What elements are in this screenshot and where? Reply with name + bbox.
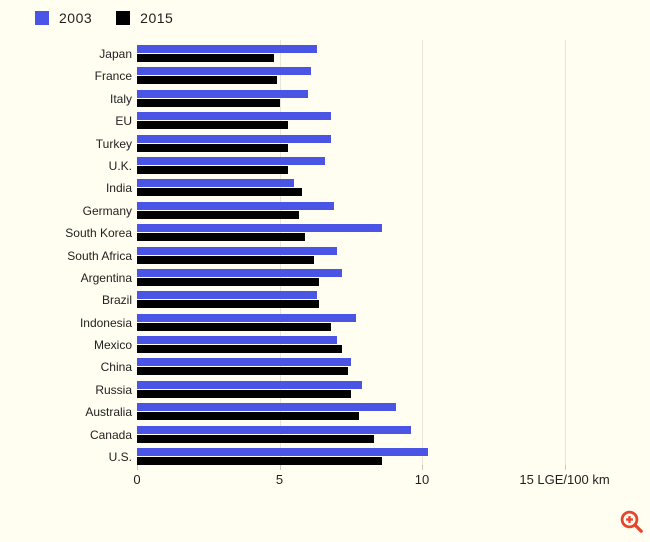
bar-2003-eu: [137, 112, 331, 121]
bar-2003-france: [137, 67, 311, 76]
category-label-russia: Russia: [95, 382, 132, 397]
bar-2003-china: [137, 358, 351, 367]
bar-2015-eu: [137, 121, 289, 130]
bar-2003-u-k-: [137, 156, 326, 165]
category-label-u-s-: U.S.: [108, 450, 132, 465]
bar-2003-russia: [137, 380, 363, 389]
category-label-mexico: Mexico: [93, 338, 132, 353]
x-axis-label-0: 0: [133, 472, 141, 487]
zoom-in-icon: [620, 510, 643, 533]
category-label-china: China: [100, 360, 132, 375]
bar-2003-india: [137, 179, 294, 188]
legend-swatch-2015: [116, 11, 131, 25]
gridline-15: [564, 40, 566, 465]
bar-2003-italy: [137, 89, 308, 98]
category-label-germany: Germany: [82, 203, 132, 218]
category-label-indonesia: Indonesia: [79, 315, 132, 330]
bar-2003-south-korea: [137, 224, 383, 233]
bar-2003-turkey: [137, 134, 331, 143]
category-label-u-k-: U.K.: [108, 158, 132, 173]
bar-2015-south-korea: [137, 233, 306, 242]
category-label-south-africa: South Africa: [67, 248, 132, 263]
bar-2015-germany: [137, 210, 300, 219]
bar-2015-india: [137, 188, 303, 197]
category-label-italy: Italy: [109, 91, 132, 106]
legend-item-2003: 2003: [35, 10, 92, 26]
bar-2015-south-africa: [137, 255, 314, 264]
bar-2003-canada: [137, 425, 411, 434]
bar-2015-u-k-: [137, 165, 289, 174]
category-label-eu: EU: [115, 114, 132, 129]
legend-swatch-2003: [35, 11, 49, 25]
bar-2003-germany: [137, 201, 334, 210]
legend: 2003 2015: [35, 10, 173, 26]
category-label-canada: Canada: [89, 427, 132, 442]
gridline-10: [422, 40, 423, 465]
bar-2003-south-africa: [137, 246, 337, 255]
bar-2015-china: [137, 367, 348, 376]
x-axis-label-5: 5: [275, 472, 284, 487]
category-label-france: France: [94, 69, 132, 84]
bar-2015-canada: [137, 434, 374, 443]
bar-2015-u-s-: [137, 457, 383, 466]
category-label-south-korea: South Korea: [65, 226, 132, 241]
legend-item-2015: 2015: [116, 10, 173, 26]
x-axis-tick-10: [422, 465, 423, 470]
category-label-australia: Australia: [85, 405, 132, 420]
category-label-turkey: Turkey: [95, 136, 132, 151]
bar-2003-japan: [137, 45, 317, 53]
bar-2003-brazil: [137, 291, 317, 300]
x-axis-label-10: 10: [414, 472, 430, 487]
category-label-argentina: Argentina: [80, 270, 132, 285]
bar-2015-mexico: [137, 345, 343, 354]
x-axis-tick-0: [137, 465, 138, 470]
bar-2015-indonesia: [137, 322, 331, 331]
legend-label-2003: 2003: [59, 10, 93, 26]
bar-2003-u-s-: [137, 448, 428, 457]
bar-2015-russia: [137, 389, 351, 398]
x-axis-label-15: 15 LGE/100 km: [519, 472, 610, 487]
category-label-japan: Japan: [99, 47, 132, 61]
bar-2015-australia: [137, 412, 360, 421]
bar-2015-turkey: [137, 143, 289, 152]
x-axis-tick-5: [279, 465, 281, 470]
bar-2015-italy: [137, 98, 280, 107]
x-axis-tick-15: [564, 465, 566, 470]
zoom-in-button[interactable]: [618, 509, 646, 537]
category-label-brazil: Brazil: [101, 293, 132, 308]
bar-2015-brazil: [137, 300, 320, 309]
bar-2003-mexico: [137, 336, 337, 345]
bar-2003-australia: [137, 403, 397, 412]
bar-2003-argentina: [137, 268, 343, 277]
bar-2015-argentina: [137, 277, 320, 286]
bar-2003-indonesia: [137, 313, 357, 322]
bar-2015-japan: [137, 54, 274, 62]
bar-2015-france: [137, 76, 277, 85]
category-label-india: India: [105, 181, 132, 196]
legend-label-2015: 2015: [140, 10, 174, 26]
